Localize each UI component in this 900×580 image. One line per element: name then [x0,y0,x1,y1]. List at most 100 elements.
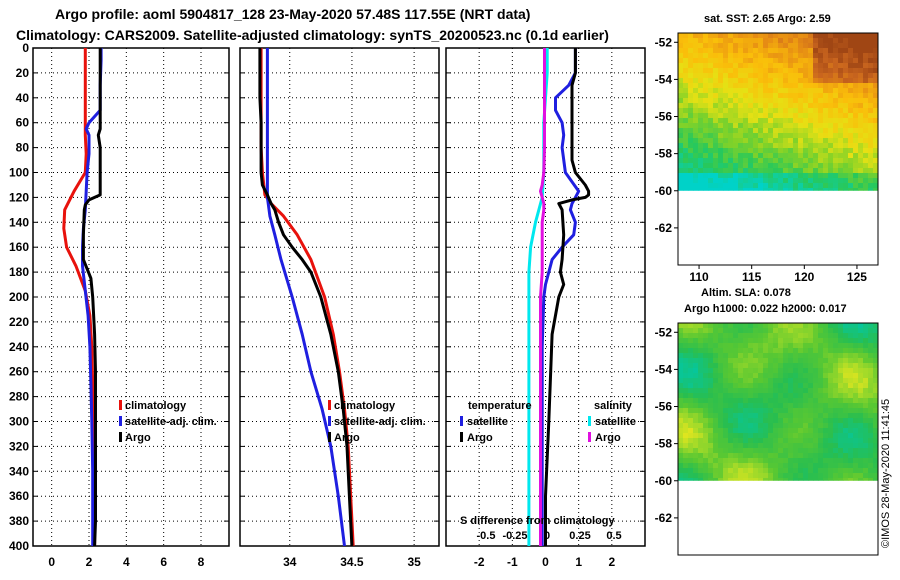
heatmap-cell [858,463,864,469]
sst-map-panel: sat. SST: 2.65 Argo: 2.59 -52-54-56-58-6… [655,13,879,284]
heatmap-cell [843,358,849,364]
heatmap-cell [703,73,709,79]
heatmap-cell [848,63,854,69]
heatmap-cell [763,368,769,374]
heatmap-cell [853,88,859,94]
heatmap-cell [863,438,869,444]
series-line-argo [81,48,102,546]
heatmap-cell [748,188,754,191]
heatmap-cell [823,113,829,119]
sla-map-subtitle: Argo h1000: 0.022 h2000: 0.017 [684,303,847,315]
heatmap-cell [803,403,809,409]
heatmap-cell [738,98,744,104]
heatmap-cell [833,418,839,424]
heatmap-cell [833,68,839,74]
heatmap-cell [788,168,794,174]
heatmap-cell [723,173,729,179]
heatmap-cell [703,178,709,184]
heatmap-cell [783,373,789,379]
heatmap-cell [858,68,864,74]
heatmap-cell [753,143,759,149]
heatmap-cell [833,178,839,184]
map-border [677,322,879,556]
heatmap-cell [808,443,814,449]
heatmap-cell [708,463,714,469]
heatmap-cell [678,323,684,329]
heatmap-cell [798,93,804,99]
heatmap-cell [723,163,729,169]
heatmap-cell [703,468,709,474]
heatmap-cell [858,468,864,474]
heatmap-cell [718,118,724,124]
heatmap-cell [803,113,809,119]
heatmap-cell [738,378,744,384]
heatmap-cell [793,368,799,374]
heatmap-cell [823,328,829,334]
heatmap-cell [808,73,814,79]
heatmap-cell [838,408,844,414]
heatmap-cell [858,83,864,89]
heatmap-cell [783,463,789,469]
heatmap-cell [783,53,789,59]
heatmap-cell [843,188,849,191]
heatmap-cell [758,358,764,364]
heatmap-cell [768,473,774,479]
heatmap-cell [858,168,864,174]
heatmap-cell [853,138,859,144]
heatmap-cell [688,373,694,379]
x-tick-label: -2 [474,555,485,569]
heatmap-cell [743,93,749,99]
heatmap-cell [808,378,814,384]
heatmap-cell [753,148,759,154]
heatmap-cell [818,48,824,54]
heatmap-cell [723,378,729,384]
heatmap-cell [818,363,824,369]
heatmap-cell [838,358,844,364]
heatmap-cell [828,443,834,449]
heatmap-cell [753,343,759,349]
heatmap-cell [853,373,859,379]
heatmap-cell [843,43,849,49]
heatmap-cell [863,383,869,389]
heatmap-cell [773,478,779,481]
heatmap-cell [783,98,789,104]
heatmap-cell [853,68,859,74]
heatmap-cell [773,88,779,94]
heatmap-cell [718,358,724,364]
heatmap-cell [813,113,819,119]
heatmap-cell [688,378,694,384]
heatmap-cell [838,413,844,419]
heatmap-cell [808,93,814,99]
heatmap-cell [778,138,784,144]
heatmap-cell [838,433,844,439]
heatmap-cell [693,153,699,159]
heatmap-cell [778,103,784,109]
heatmap-cell [848,353,854,359]
heatmap-cell [743,413,749,419]
heatmap-cell [823,158,829,164]
heatmap-cell [803,148,809,154]
heatmap-cell [853,118,859,124]
heatmap-cell [773,373,779,379]
heatmap-cell [818,153,824,159]
heatmap-cell [783,353,789,359]
heatmap-cell [703,188,709,191]
heatmap-cell [873,378,879,384]
heatmap-cell [783,58,789,64]
heatmap-cell [738,418,744,424]
heatmap-cell [688,358,694,364]
heatmap-cell [853,48,859,54]
heatmap-cell [823,103,829,109]
heatmap-cell [798,338,804,344]
heatmap-cell [698,108,704,114]
heatmap-cell [683,363,689,369]
heatmap-cell [678,473,684,479]
heatmap-cell [713,343,719,349]
heatmap-cell [703,78,709,84]
heatmap-cell [848,178,854,184]
heatmap-cell [843,68,849,74]
heatmap-cell [843,138,849,144]
heatmap-cell [748,63,754,69]
heatmap-cell [823,358,829,364]
heatmap-cell [818,73,824,79]
